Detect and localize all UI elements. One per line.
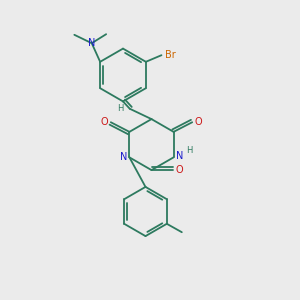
Text: Br: Br <box>165 50 176 60</box>
Text: H: H <box>186 146 192 155</box>
Text: N: N <box>120 152 128 162</box>
Text: O: O <box>176 165 184 175</box>
Text: N: N <box>88 38 95 48</box>
Text: H: H <box>118 104 124 113</box>
Text: N: N <box>176 151 183 161</box>
Text: O: O <box>195 117 202 127</box>
Text: O: O <box>100 117 108 127</box>
